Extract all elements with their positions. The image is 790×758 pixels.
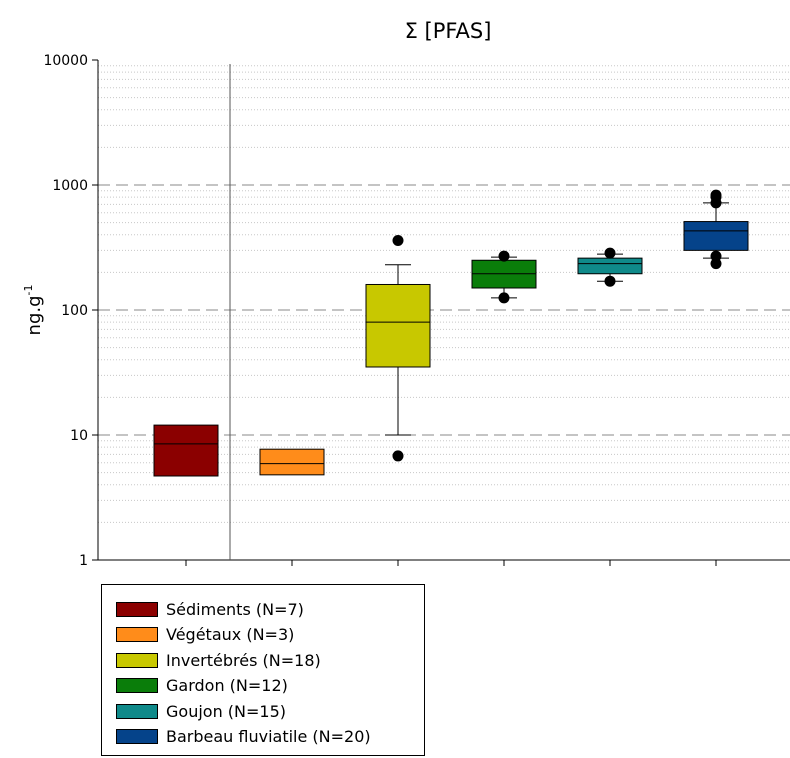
legend-swatch bbox=[116, 652, 158, 668]
legend-swatch bbox=[116, 627, 158, 642]
y-tick-label: 100 bbox=[61, 303, 88, 319]
legend-item: Barbeau fluviatile (N=20) bbox=[116, 727, 371, 747]
outlier-point bbox=[604, 275, 616, 287]
box bbox=[259, 448, 325, 476]
y-tick-label: 1 bbox=[79, 553, 88, 569]
legend-swatch bbox=[116, 729, 158, 744]
outlier-point bbox=[604, 247, 616, 259]
legend: Sédiments (N=7) Végétaux (N=3) Invertébrés… bbox=[101, 584, 425, 756]
legend-swatch bbox=[116, 601, 158, 617]
y-axis-label-base: ng.g bbox=[24, 295, 45, 335]
grid bbox=[98, 65, 790, 523]
legend-label: Barbeau fluviatile (N=20) bbox=[166, 727, 371, 746]
legend-label: Végétaux (N=3) bbox=[166, 625, 295, 644]
y-tick-label: 10 bbox=[70, 428, 88, 444]
legend-item: Goujon (N=15) bbox=[116, 701, 286, 721]
y-axis-label-superscript: -1 bbox=[22, 285, 35, 296]
outlier-point bbox=[498, 292, 510, 304]
legend-item: Végétaux (N=3) bbox=[116, 625, 294, 645]
legend-swatch bbox=[116, 678, 158, 693]
legend-label: Invertébrés (N=18) bbox=[166, 650, 321, 670]
legend-item: Sédiments (N=7) bbox=[116, 599, 304, 619]
outlier-point bbox=[710, 250, 722, 262]
outlier-point bbox=[498, 250, 510, 262]
outlier-point bbox=[392, 234, 404, 246]
legend-item: Gardon (N=12) bbox=[116, 676, 288, 696]
legend-label: Goujon (N=15) bbox=[166, 701, 287, 721]
boxes bbox=[153, 189, 749, 477]
outlier-point bbox=[710, 189, 722, 201]
y-axis-label: ng.g-1 bbox=[22, 285, 45, 336]
chart-title: Σ [PFAS] bbox=[405, 19, 492, 43]
box bbox=[577, 257, 643, 275]
y-tick-label: 10000 bbox=[43, 53, 88, 69]
box bbox=[683, 221, 749, 251]
outlier-point bbox=[710, 258, 722, 270]
box bbox=[365, 283, 431, 368]
legend-item: Invertébrés (N=18) bbox=[116, 650, 321, 670]
legend-label: Gardon (N=12) bbox=[166, 676, 288, 695]
box bbox=[153, 424, 219, 477]
legend-label: Sédiments (N=7) bbox=[166, 599, 304, 619]
y-tick-label: 1000 bbox=[52, 178, 88, 194]
outlier-point bbox=[392, 450, 404, 462]
axes: 1 10 100 1000 10000 bbox=[43, 53, 790, 569]
legend-swatch bbox=[116, 703, 158, 719]
